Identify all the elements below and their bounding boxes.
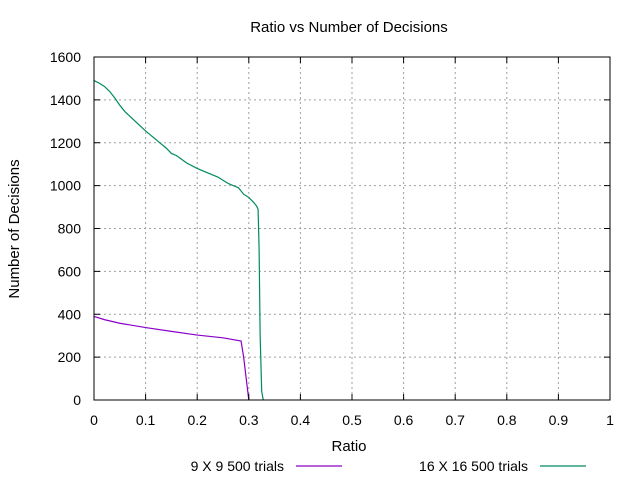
series-line-2 [93,80,264,401]
y-tick-label: 1200 [50,135,81,151]
x-tick-label: 0.6 [394,412,414,428]
y-tick-labels: 0 200 400 600 800 1000 1200 1400 1600 [50,49,81,408]
x-tick-label: 0.3 [239,412,259,428]
series-lines [93,80,264,401]
y-tick-label: 1600 [50,49,81,65]
x-tick-label: 0 [90,412,98,428]
x-tick-label: 0.7 [445,412,465,428]
x-tick-label: 0.5 [342,412,362,428]
legend-label-series-2: 16 X 16 500 trials [419,458,528,474]
y-tick-label: 1000 [50,178,81,194]
y-tick-label: 200 [58,349,82,365]
x-axis-title: Ratio [331,438,366,455]
x-tick-label: 0.2 [187,412,207,428]
axis-ticks [93,56,611,401]
y-axis-title: Number of Decisions [6,159,23,298]
grid-lines [94,57,610,400]
legend-label-series-1: 9 X 9 500 trials [191,458,284,474]
series-line-1 [93,315,250,401]
y-tick-label: 600 [58,263,82,279]
y-tick-label: 400 [58,306,82,322]
chart-title: Ratio vs Number of Decisions [250,19,448,36]
x-tick-label: 0.1 [136,412,156,428]
x-tick-labels: 0 0.1 0.2 0.3 0.4 0.5 0.6 0.7 0.8 0.9 1 [90,412,614,428]
x-tick-label: 0.9 [549,412,569,428]
x-tick-label: 0.8 [497,412,517,428]
x-tick-label: 1 [606,412,614,428]
y-tick-label: 800 [58,221,82,237]
y-tick-label: 0 [73,392,81,408]
y-tick-label: 1400 [50,92,81,108]
x-tick-label: 0.4 [291,412,311,428]
legend: 9 X 9 500 trials 16 X 16 500 trials [191,458,586,474]
